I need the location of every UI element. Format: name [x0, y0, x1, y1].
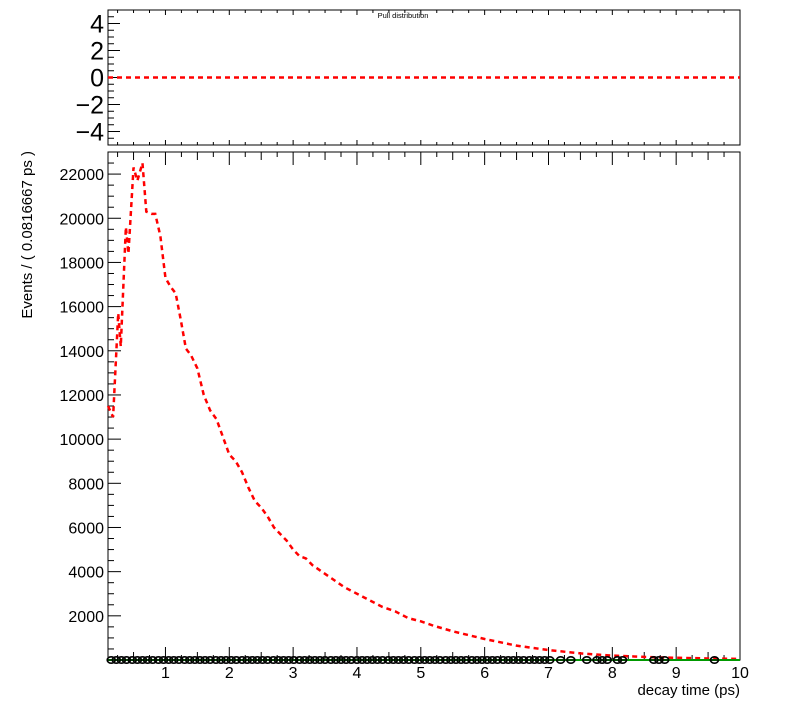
y-tick-label: 2000: [68, 609, 104, 626]
x-tick-label: 7: [544, 665, 553, 682]
pull-title: Pull distribution: [378, 11, 429, 20]
x-tick-label: 8: [608, 665, 617, 682]
y-axis-label: Events / ( 0.0816667 ps ): [19, 151, 36, 319]
pull-y-tick-label: −2: [75, 92, 104, 120]
x-tick-label: 9: [672, 665, 681, 682]
y-tick-label: 18000: [60, 255, 105, 272]
y-tick-label: 6000: [68, 520, 104, 537]
x-tick-label: 4: [353, 665, 362, 682]
y-tick-label: 10000: [60, 432, 105, 449]
x-tick-label: 10: [731, 665, 749, 682]
main-panel: 2000 4000 6000 8000 10000 12000 14000 16000 1800…: [60, 151, 749, 682]
y-tick-label: 20000: [60, 211, 105, 228]
pull-panel: 420−2−4: [75, 9, 741, 147]
pull-y-tick-label: 0: [90, 65, 104, 93]
main-frame: [107, 151, 741, 661]
pull-y-tick-label: 4: [90, 11, 104, 39]
x-tick-label: 2: [225, 665, 234, 682]
y-tick-label: 14000: [60, 344, 105, 361]
x-tick-label: 5: [416, 665, 425, 682]
x-tick-label: 6: [480, 665, 489, 682]
y-tick-label: 8000: [68, 476, 104, 493]
x-tick-label: 3: [289, 665, 298, 682]
y-tick-label: 4000: [68, 565, 104, 582]
y-tick-label: 22000: [60, 167, 105, 184]
y-tick-label: 12000: [60, 388, 105, 405]
y-tick-label: 16000: [60, 300, 105, 317]
x-axis-label: decay time (ps): [637, 682, 740, 699]
fit-curve: [106, 162, 741, 661]
pull-y-tick-label: −4: [75, 119, 104, 147]
pull-y-tick-label: 2: [90, 38, 104, 66]
x-tick-label: 1: [161, 665, 170, 682]
